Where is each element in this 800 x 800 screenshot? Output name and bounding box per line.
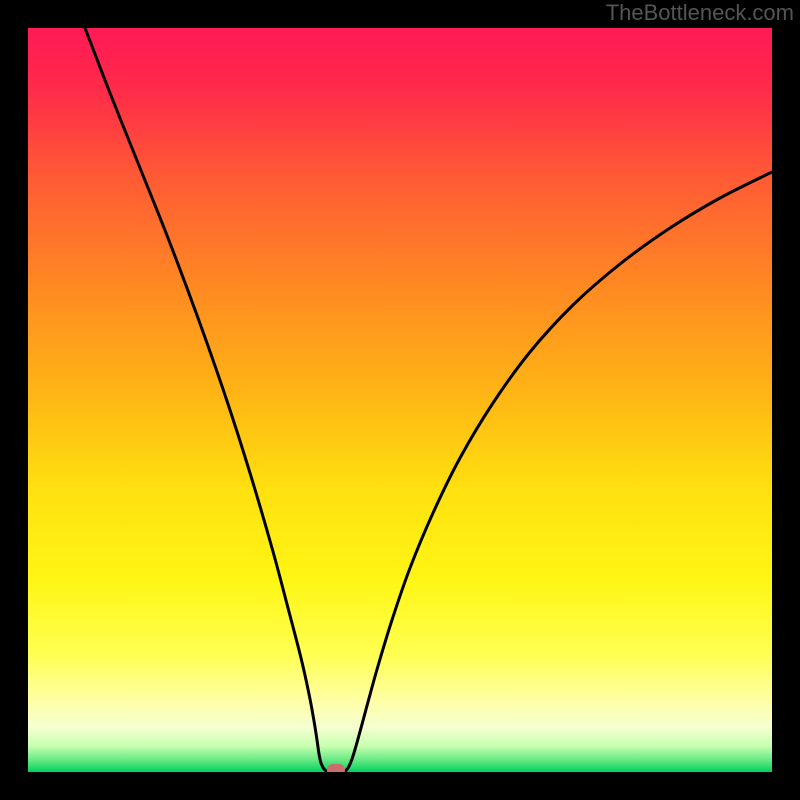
attribution-text: TheBottleneck.com: [606, 0, 794, 26]
plot-area: [28, 28, 772, 772]
chart-container: TheBottleneck.com: [0, 0, 800, 800]
optimal-point-marker: [327, 764, 345, 772]
bottleneck-curve: [28, 28, 772, 772]
